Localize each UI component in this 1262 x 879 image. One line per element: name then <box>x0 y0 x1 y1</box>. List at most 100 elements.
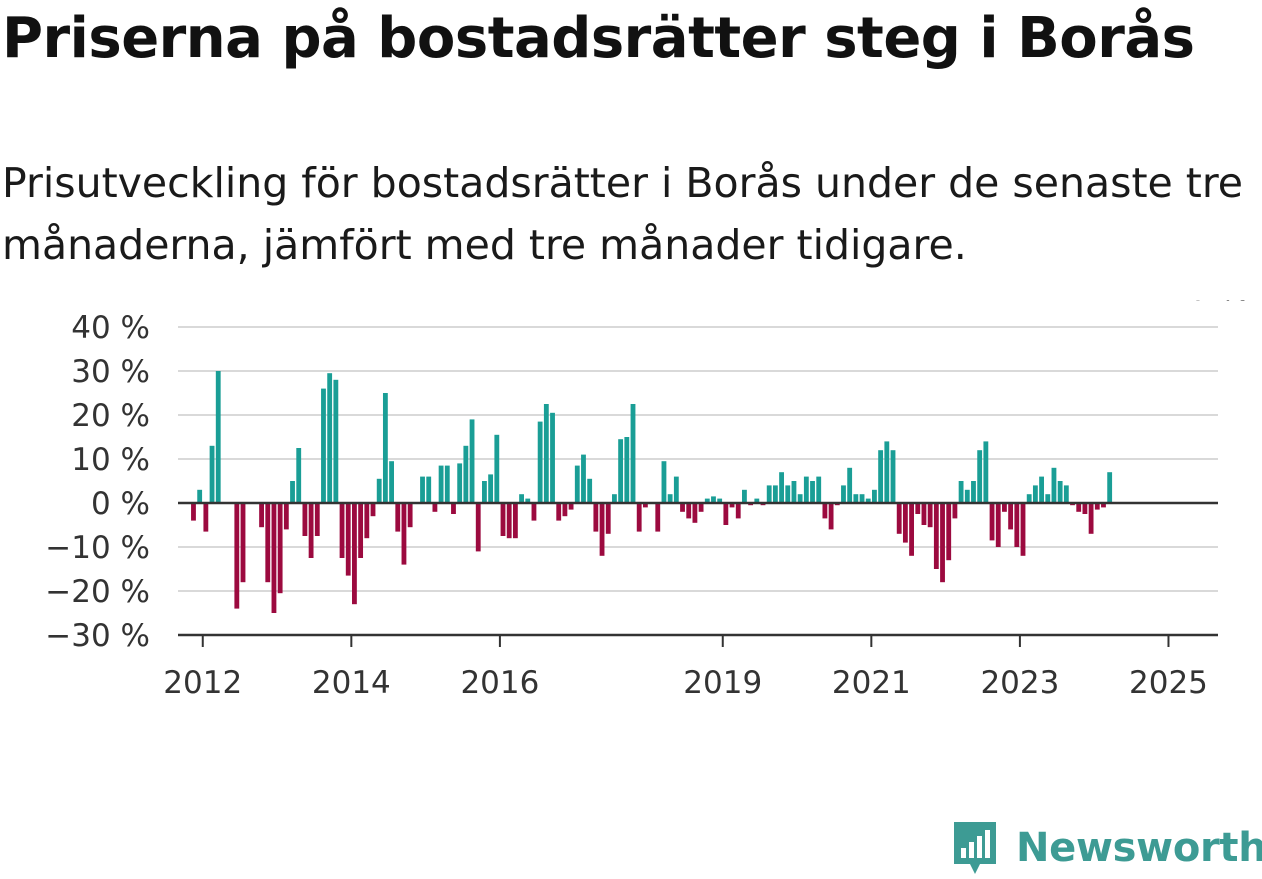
bar-chart: −30 %−20 %−10 %0 %10 %20 %30 %40 % 2012 2… <box>45 300 1249 701</box>
bar <box>420 476 425 503</box>
bar <box>964 489 970 503</box>
bar <box>859 494 865 503</box>
bar <box>729 503 735 508</box>
bar <box>525 498 531 503</box>
bar <box>1039 476 1044 503</box>
x-tick-label: 2023 <box>980 665 1059 701</box>
gridlines <box>178 326 1218 592</box>
bar <box>382 393 388 503</box>
bar <box>822 503 828 519</box>
x-tick-label: 2019 <box>683 665 762 701</box>
bar <box>587 478 593 503</box>
bar <box>673 476 679 503</box>
bar <box>624 437 630 503</box>
bar <box>389 461 394 503</box>
bar <box>971 481 976 503</box>
bar <box>902 503 908 543</box>
bar <box>642 503 648 508</box>
bar <box>655 503 661 532</box>
bar <box>290 481 295 503</box>
bar <box>407 503 413 528</box>
bar <box>1107 472 1113 503</box>
bar <box>444 465 450 503</box>
bar <box>803 476 809 503</box>
y-tick-label: −10 % <box>45 530 150 566</box>
bar <box>191 503 196 521</box>
bar <box>562 503 568 517</box>
bar <box>302 503 308 536</box>
bar <box>203 503 209 532</box>
bar <box>215 371 221 503</box>
bar <box>995 503 1001 547</box>
bar <box>1032 485 1038 503</box>
bar-chart-logo-icon <box>954 822 996 874</box>
bar <box>1051 467 1057 503</box>
bar <box>574 465 580 503</box>
bar <box>946 503 952 561</box>
bar <box>1094 503 1100 510</box>
bar <box>457 463 463 503</box>
bar <box>512 503 518 539</box>
bar <box>321 388 326 503</box>
logo-text: Newsworthy <box>1016 825 1262 871</box>
bar <box>475 503 481 552</box>
bar <box>550 412 555 503</box>
bar <box>333 379 339 503</box>
bar <box>197 489 203 503</box>
bar <box>581 454 586 503</box>
bar <box>1002 503 1007 512</box>
bar <box>352 503 357 605</box>
bar <box>612 494 617 503</box>
bar <box>451 503 456 514</box>
bar <box>667 494 673 503</box>
bar <box>680 503 685 512</box>
bar <box>1101 503 1106 508</box>
bar <box>816 476 822 503</box>
bar <box>364 503 370 539</box>
bar <box>810 481 815 503</box>
bar <box>983 441 989 503</box>
bar <box>1057 481 1063 503</box>
bar <box>927 503 933 528</box>
bar <box>735 503 741 519</box>
bar <box>896 503 902 534</box>
bar <box>847 467 853 503</box>
bar <box>841 485 846 503</box>
bar <box>686 503 692 519</box>
bar <box>630 404 636 503</box>
bar <box>370 503 376 517</box>
bar <box>766 485 772 503</box>
bar <box>692 503 698 523</box>
bar <box>940 503 945 583</box>
bar <box>1063 485 1069 503</box>
bar <box>742 489 747 503</box>
newsworthy-logo: Newsworthy <box>950 818 1262 878</box>
bar <box>723 503 729 525</box>
bar <box>636 503 642 532</box>
bar <box>543 404 549 503</box>
bar <box>599 503 605 556</box>
x-tick-label: 2016 <box>460 665 539 701</box>
bar <box>704 498 710 503</box>
bar <box>772 485 778 503</box>
bar <box>698 503 704 512</box>
chart-title: Priserna på bostadsrätter steg i Borås <box>2 6 1195 71</box>
bar <box>296 448 302 503</box>
bar <box>618 439 624 503</box>
y-tick-label: 0 % <box>91 486 150 522</box>
bar <box>519 494 524 503</box>
bar <box>865 498 871 503</box>
bar <box>1088 503 1094 534</box>
y-tick-labels: −30 % −20 % −10 % 0 % 10 % 20 % 30 % 40 % <box>45 310 150 654</box>
bar <box>1014 503 1020 547</box>
bar <box>327 373 333 503</box>
bar <box>537 421 543 503</box>
bar <box>989 503 995 541</box>
bar <box>711 496 716 503</box>
chart-subtitle: Prisutveckling för bostadsrätter i Borås… <box>2 159 1244 269</box>
bar <box>717 498 723 503</box>
bar <box>933 503 939 569</box>
bar <box>1020 503 1026 556</box>
bar <box>314 503 320 536</box>
bar <box>469 419 475 503</box>
